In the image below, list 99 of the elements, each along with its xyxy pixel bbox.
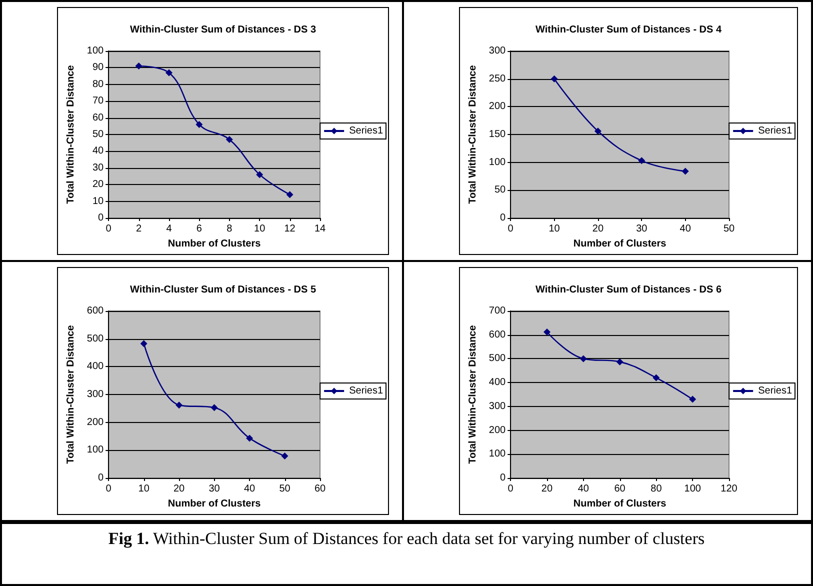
y-tick-label: 40 [92, 146, 104, 157]
point [580, 355, 587, 362]
chart-title: Within-Cluster Sum of Distances - DS 4 [535, 24, 722, 36]
x-axis-title: Number of Clusters [573, 238, 667, 250]
point [689, 396, 696, 403]
x-tick-label: 0 [508, 484, 514, 494]
y-tick-label: 500 [488, 353, 506, 364]
x-tick-label: 2 [136, 224, 142, 234]
y-tick-label: 200 [488, 424, 506, 436]
point [638, 157, 646, 164]
y-tick-label: 60 [92, 112, 104, 124]
y-tick-label: 300 [488, 400, 506, 412]
y-tick-label: 500 [86, 333, 104, 344]
point [616, 358, 624, 366]
x-tick-label: 50 [279, 484, 291, 494]
y-tick-label: 90 [92, 62, 104, 74]
y-tick-label: 600 [488, 329, 506, 340]
y-tick-label: 50 [92, 129, 104, 140]
y-tick-label: 0 [500, 212, 506, 224]
x-tick-label: 20 [541, 484, 553, 494]
x-tick-label: 40 [244, 484, 256, 494]
x-axis-title: Number of Clusters [168, 498, 262, 510]
x-tick-label: 60 [314, 484, 326, 494]
y-tick-label: 100 [86, 46, 104, 56]
point [281, 452, 288, 460]
x-tick-label: 20 [173, 484, 186, 494]
legend-label: Series1 [758, 386, 792, 396]
y-tick-label: 30 [92, 162, 104, 174]
x-tick-label: 50 [723, 224, 735, 234]
y-tick-label: 250 [488, 73, 506, 84]
y-tick-label: 0 [500, 472, 506, 484]
y-tick-label: 300 [86, 389, 104, 400]
x-tick-label: 14 [314, 224, 326, 234]
caption: Fig 1. [108, 529, 149, 548]
x-tick-label: 60 [614, 484, 626, 494]
legend-label: Series1 [758, 126, 792, 136]
point [226, 136, 233, 144]
point [165, 69, 172, 76]
point [543, 328, 550, 336]
text: Within-Cluster Sum of Distances for each data set for varying number of clusters [152, 529, 705, 548]
point [196, 120, 203, 128]
y-tick-label: 200 [488, 101, 506, 112]
x-tick-label: 0 [106, 224, 112, 234]
y-axis-title: Total Within-Cluster Distance [468, 324, 478, 464]
x-tick-label: 0 [106, 484, 112, 494]
x-tick-label: 12 [284, 224, 296, 234]
point [652, 374, 660, 382]
x-tick-label: 100 [684, 484, 702, 494]
y-tick-label: 700 [488, 306, 506, 316]
legend-label: Series1 [349, 386, 384, 396]
y-tick-label: 20 [92, 179, 104, 190]
x-tick-label: 6 [196, 224, 202, 234]
chart-title: Within-Cluster Sum of Distances - DS 5 [130, 284, 316, 296]
y-tick-label: 0 [98, 212, 104, 224]
point [682, 168, 689, 175]
y-tick-label: 100 [86, 444, 104, 456]
x-tick-label: 120 [720, 484, 738, 494]
x-tick-label: 30 [636, 224, 648, 234]
x-tick-label: 40 [680, 224, 692, 234]
point [135, 62, 142, 70]
chart-title: Within-Cluster Sum of Distances - DS 6 [535, 284, 722, 296]
point [594, 128, 602, 135]
y-tick-label: 50 [494, 184, 506, 196]
point [176, 402, 183, 409]
x-tick-label: 0 [508, 224, 514, 234]
y-tick-label: 200 [86, 416, 104, 428]
point [210, 404, 218, 412]
y-tick-label: 70 [92, 96, 104, 107]
y-axis-title: Total Within-Cluster Distance [66, 324, 76, 464]
y-tick-label: 400 [86, 361, 104, 372]
y-tick-label: 150 [488, 129, 506, 140]
point [256, 171, 264, 178]
x-tick-label: 20 [592, 224, 604, 234]
y-tick-label: 100 [488, 156, 506, 168]
x-tick-label: 4 [166, 224, 172, 234]
y-axis-title: Total Within-Cluster Distance [468, 64, 478, 204]
point [550, 75, 558, 82]
x-tick-label: 10 [138, 484, 150, 494]
x-tick-label: 80 [650, 484, 662, 494]
x-tick-label: 8 [226, 224, 233, 234]
y-tick-label: 0 [98, 472, 104, 484]
point [286, 191, 294, 198]
x-axis-title: Number of Clusters [573, 498, 667, 510]
y-tick-label: 100 [488, 448, 506, 460]
x-axis-title: Number of Clusters [168, 238, 262, 250]
y-tick-label: 10 [92, 196, 104, 207]
y-tick-label: 400 [488, 377, 506, 388]
point [140, 340, 148, 348]
y-tick-label: 600 [86, 306, 104, 316]
x-tick-label: 10 [254, 224, 266, 234]
x-tick-label: 40 [578, 484, 590, 494]
legend-label: Series1 [349, 126, 384, 136]
point [246, 434, 254, 442]
y-axis-title: Total Within-Cluster Distance [66, 64, 76, 204]
y-tick-label: 80 [92, 78, 104, 90]
y-tick-label: 300 [488, 46, 506, 56]
x-tick-label: 10 [548, 224, 560, 234]
x-tick-label: 30 [208, 484, 220, 494]
chart-title: Within-Cluster Sum of Distances - DS 3 [130, 24, 316, 36]
